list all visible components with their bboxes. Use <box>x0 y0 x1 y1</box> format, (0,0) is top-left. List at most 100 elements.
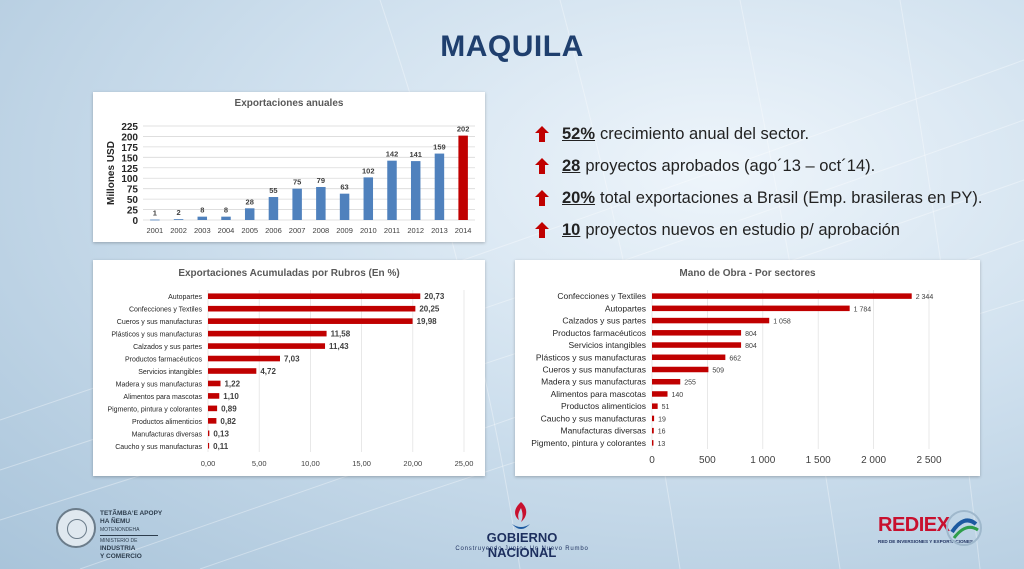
bar <box>652 391 668 397</box>
gobierno-nacional-wordmark: GOBIERNO NACIONAL <box>486 530 558 560</box>
highlight-item: 20% total exportaciones a Brasil (Emp. br… <box>532 182 1012 214</box>
exports-by-sector-chart: Exportaciones Acumuladas por Rubros (En … <box>107 268 473 468</box>
data-label: 4,72 <box>260 367 276 376</box>
category-label: Productos farmacéuticos <box>125 357 203 364</box>
bar <box>410 161 421 220</box>
x-tick-label: 2009 <box>336 226 353 235</box>
data-label: 20,73 <box>424 292 445 301</box>
data-label: 8 <box>200 206 204 215</box>
category-label: Confecciones y Textiles <box>557 291 646 301</box>
data-label: 8 <box>224 206 228 215</box>
highlight-item: 10 proyectos nuevos en estudio p/ aprobac… <box>532 214 1012 246</box>
rediex-wordmark: REDIEX <box>878 514 950 536</box>
bar <box>208 405 218 412</box>
data-label: 0,13 <box>213 429 229 438</box>
bar <box>208 418 217 424</box>
flame-emblem-icon <box>512 502 530 529</box>
category-label: Pigmento, pintura y colorantes <box>107 406 202 413</box>
bar <box>208 380 221 387</box>
y-tick-label: 150 <box>121 153 138 164</box>
swirl-icon <box>946 510 982 546</box>
bar <box>652 293 912 299</box>
chart-title: Exportaciones Acumuladas por Rubros (En … <box>178 268 399 279</box>
highlight-item: 28 proyectos aprobados (ago´13 – oct´14). <box>532 150 1012 182</box>
data-label: 804 <box>745 343 757 350</box>
bar <box>292 188 302 220</box>
data-label: 79 <box>317 176 325 185</box>
bar <box>208 355 280 362</box>
y-tick-label: 75 <box>127 185 139 196</box>
y-tick-label: 50 <box>127 195 139 206</box>
highlight-text: proyectos nuevos en estudio p/ aprobació… <box>585 220 900 239</box>
data-label: 255 <box>684 380 696 387</box>
data-label: 159 <box>433 143 446 152</box>
data-label: 2 344 <box>916 294 934 301</box>
bar <box>208 343 326 349</box>
y-tick-label: 25 <box>127 206 139 217</box>
bar <box>208 293 421 300</box>
data-label: 20,25 <box>419 305 440 314</box>
category-label: Madera y sus manufacturas <box>541 377 646 387</box>
annual-exports-panel: Exportaciones anuales Millones USD 0 25 50 75… <box>93 92 485 242</box>
data-label: 662 <box>729 355 741 362</box>
data-label: 0,89 <box>221 404 237 413</box>
bar <box>208 393 220 399</box>
bar <box>221 216 231 220</box>
category-label: Calzados y sus partes <box>133 344 202 351</box>
x-tick-label: 1 500 <box>806 455 831 466</box>
category-label: Servicios intangibles <box>569 340 646 350</box>
rediex-tagline: RED DE INVERSIONES Y EXPORTACIONES <box>878 539 973 544</box>
x-tick-label: 10,00 <box>301 459 320 468</box>
highlight-value: 28 <box>562 156 581 175</box>
data-label: 0,82 <box>220 417 236 426</box>
chart-title: Exportaciones anuales <box>235 98 344 109</box>
highlight-value: 52% <box>562 124 596 143</box>
highlight-value: 20% <box>562 188 596 207</box>
highlight-text: proyectos aprobados (ago´13 – oct´14). <box>585 156 876 175</box>
bar <box>434 153 445 220</box>
data-label: 11,58 <box>331 330 351 339</box>
highlight-value: 10 <box>562 220 581 239</box>
category-label: Plásticos y sus manufacturas <box>536 352 646 362</box>
y-tick-label: 225 <box>121 122 138 133</box>
x-tick-label: 2 000 <box>861 455 886 466</box>
category-label: Calzados y sus partes <box>562 316 646 326</box>
exports-by-sector-panel: Exportaciones Acumuladas por Rubros (En … <box>93 260 485 476</box>
data-label: 1 058 <box>773 319 791 326</box>
data-label: 141 <box>409 150 422 159</box>
bar <box>652 342 742 348</box>
x-tick-label: 5,00 <box>252 459 267 468</box>
bar <box>652 403 658 409</box>
x-tick-label: 2008 <box>313 226 330 235</box>
x-tick-label: 2010 <box>360 226 377 235</box>
ministry-logo: TETÃMBAʼE APOPY HA ÑEMU MOTENONDEHA MINI… <box>56 508 196 560</box>
category-label: Alimentos para mascotas <box>123 394 202 401</box>
bar <box>339 193 350 220</box>
y-tick-label: 0 <box>132 216 138 227</box>
x-tick-label: 2004 <box>218 226 235 235</box>
category-label: Confecciones y Textiles <box>129 307 203 314</box>
bar <box>208 318 413 324</box>
x-tick-label: 2003 <box>194 226 211 235</box>
bar <box>652 366 709 373</box>
category-label: Cueros y sus manufacturas <box>543 365 646 375</box>
gobierno-nacional-logo: GOBIERNO NACIONAL Construyendo Juntos Un… <box>452 500 592 560</box>
data-label: 13 <box>657 441 665 448</box>
page-title: MAQUILA <box>440 30 584 63</box>
workforce-by-sector-panel: Mano de Obra - Por sectores 0 500 1 000 1 50… <box>515 260 980 476</box>
bar <box>652 354 726 361</box>
category-label: Caucho y sus manufacturas <box>115 444 202 451</box>
x-tick-label: 2014 <box>455 226 472 235</box>
data-label: 1 784 <box>854 306 872 313</box>
data-label: 0,11 <box>213 442 229 451</box>
bar <box>652 440 654 446</box>
bar <box>387 160 397 220</box>
gobierno-tagline: Construyendo Juntos Un Nuevo Rumbo <box>455 546 589 552</box>
highlight-text: total exportaciones a Brasil (Emp. brasi… <box>600 188 983 207</box>
x-tick-label: 20,00 <box>403 459 422 468</box>
bar <box>208 305 416 312</box>
data-label: 28 <box>246 197 254 206</box>
x-tick-label: 2 500 <box>916 455 941 466</box>
data-label: 140 <box>672 392 684 399</box>
